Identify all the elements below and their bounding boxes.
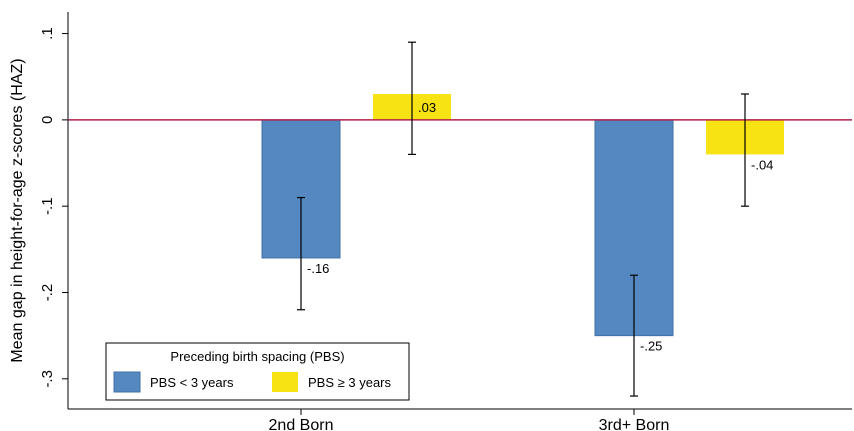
y-axis-title: Mean gap in height-for-age z-scores (HAZ… xyxy=(9,58,26,362)
x-tick-label: 3rd+ Born xyxy=(599,417,670,431)
data-label: -.25 xyxy=(640,339,662,354)
y-tick-label: -.2 xyxy=(39,284,56,302)
x-tick-label: 2nd Born xyxy=(269,417,334,431)
legend-entry: PBS ≥ 3 years xyxy=(308,375,392,390)
y-tick-label: .1 xyxy=(39,27,56,40)
data-label: -.04 xyxy=(751,157,773,172)
y-tick-label: -.1 xyxy=(39,197,56,215)
data-label: -.16 xyxy=(307,261,329,276)
legend-entry: PBS < 3 years xyxy=(150,375,234,390)
legend-swatch xyxy=(113,371,141,393)
legend-title: Preceding birth spacing (PBS) xyxy=(170,349,344,364)
y-tick-label: 0 xyxy=(39,116,56,124)
legend-swatch xyxy=(272,372,298,392)
legend-box xyxy=(105,342,410,401)
y-tick-label: -.3 xyxy=(39,370,56,388)
data-label: .03 xyxy=(418,100,436,115)
